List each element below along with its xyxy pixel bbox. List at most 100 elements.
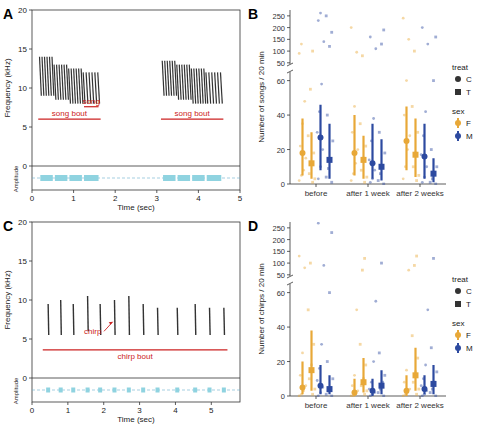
syllable-stroke <box>69 69 71 104</box>
syllable-stroke <box>177 65 179 100</box>
legend-label: C <box>466 287 472 296</box>
square-point <box>361 157 367 163</box>
amplitude-label: Amplitude <box>13 165 19 192</box>
y-tick <box>29 222 32 223</box>
circle-point <box>304 157 307 160</box>
circle-point <box>421 395 424 398</box>
circle-point <box>303 100 306 103</box>
y2-tick <box>287 27 290 28</box>
song <box>162 61 176 96</box>
y-tick <box>287 115 290 116</box>
circle-point <box>319 12 322 15</box>
square-point <box>429 181 432 184</box>
circle-point <box>405 369 408 372</box>
circle-point <box>426 308 429 311</box>
x-tick-label: after 2 weeks <box>396 401 444 410</box>
square-point <box>431 171 437 177</box>
circle-point <box>422 153 428 159</box>
syllable-stroke <box>162 61 164 96</box>
annotation-text: song bout <box>175 109 211 118</box>
y-axis-label: Number of chirps / 20 min <box>257 263 266 355</box>
y2-tick-label: 100 <box>272 259 285 268</box>
syllable-stroke <box>172 61 174 96</box>
circle-point <box>299 145 302 148</box>
syllable-stroke <box>165 61 167 96</box>
circle-point <box>322 40 325 43</box>
y2-tick-label: 250 <box>272 224 285 233</box>
amplitude-blip <box>112 388 116 393</box>
x-tick <box>139 402 140 405</box>
legend-label: M <box>466 344 473 353</box>
x-tick-label: 3 <box>137 406 142 415</box>
legend-label: M <box>466 132 473 141</box>
y2-tick <box>287 263 290 264</box>
syllable-stroke <box>187 65 189 100</box>
square-point <box>326 360 329 363</box>
square-point <box>327 157 333 163</box>
syllable-stroke <box>175 61 177 96</box>
x-tick <box>368 184 369 187</box>
square-point <box>311 181 314 184</box>
square-point <box>416 131 419 134</box>
square-point <box>380 43 383 46</box>
circle-point <box>320 343 323 346</box>
y2-tick-label: 200 <box>272 24 285 33</box>
x-tick <box>316 396 317 399</box>
y2-tick <box>287 39 290 40</box>
syllable-stroke <box>52 57 54 96</box>
syllable-stroke <box>64 65 66 100</box>
square-point <box>415 179 418 182</box>
y-tick-label: 40 <box>277 111 285 120</box>
x-tick-label: 1 <box>66 406 71 415</box>
circle-point <box>370 388 376 394</box>
frame <box>32 10 240 190</box>
circle-point <box>420 384 423 387</box>
y2-tick <box>287 274 290 275</box>
x-tick-label: after 1 week <box>346 401 391 410</box>
circle-point <box>370 160 376 166</box>
circle-point <box>421 181 424 184</box>
interval <box>301 119 303 176</box>
legend-label: C <box>466 75 472 84</box>
y-tick-label: 0 <box>281 392 285 401</box>
syllable-stroke <box>212 72 214 103</box>
x-tick-label: 5 <box>209 406 214 415</box>
square-point <box>413 372 419 378</box>
syllable-stroke <box>201 69 203 104</box>
circle-point <box>298 179 301 182</box>
y2-tick <box>287 62 290 63</box>
chirp <box>114 300 116 335</box>
chirp <box>142 304 144 335</box>
legend-title: treat <box>452 275 469 284</box>
circle-point <box>373 169 376 172</box>
syllable-stroke <box>206 72 208 103</box>
circle-point <box>320 83 323 86</box>
square-point <box>416 357 419 360</box>
circle-point <box>353 105 356 108</box>
y-tick <box>29 339 32 340</box>
x-tick-label: 3 <box>155 194 160 203</box>
circle-point <box>369 395 372 398</box>
square-point <box>413 152 419 158</box>
syllable-stroke <box>220 72 222 103</box>
square-point <box>330 395 333 398</box>
circle-point <box>355 308 358 311</box>
amplitude-blip <box>46 388 50 393</box>
y2-tick-label: 50 <box>277 59 285 68</box>
circle-point <box>372 360 375 363</box>
annotation-text: song bout <box>52 109 88 118</box>
syllable-stroke <box>59 65 61 100</box>
legend-label: F <box>466 119 471 128</box>
y-tick <box>287 80 290 81</box>
circle-point <box>300 150 306 156</box>
circle-point <box>317 222 320 225</box>
syllable-stroke <box>40 57 42 96</box>
annotation-text: song <box>83 97 100 106</box>
square-point <box>360 169 363 172</box>
square-point <box>330 31 333 34</box>
square-point <box>415 255 418 258</box>
frame <box>32 222 240 402</box>
interval <box>371 124 373 179</box>
x-tick <box>67 402 68 405</box>
square-point <box>327 386 333 392</box>
